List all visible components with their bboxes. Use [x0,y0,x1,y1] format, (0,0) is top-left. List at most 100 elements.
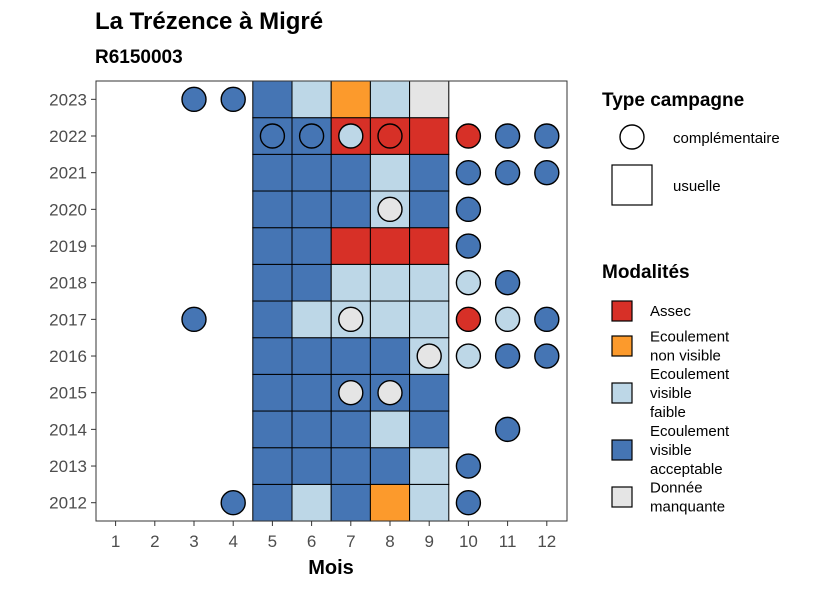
point-2017-10 [455,306,482,333]
heatmap-cell-2019-7 [330,227,371,265]
point-2022-6 [298,123,325,149]
heatmap-cell-2014-5 [252,410,293,449]
point-2023-3 [181,86,207,113]
heatmap-cell-2023-8 [369,80,411,119]
point-2018-11 [494,269,521,296]
heatmap-cell-2013-7 [330,447,371,485]
heatmap-cell-2020-7 [330,190,371,229]
point-2016-11 [494,343,521,369]
point-2018-10 [455,269,482,296]
heatmap-cell-2021-9 [409,153,450,192]
legend-modalites-title: Modalités [602,262,690,283]
x-tick-label: 6 [307,532,316,551]
heatmap-cell-2016-8 [369,337,411,375]
heatmap-cell-2014-9 [409,410,450,449]
y-tick-label: 2021 [49,164,87,183]
point-2017-11 [494,306,521,333]
y-tick-label: 2023 [49,90,87,109]
heatmap-cell-2016-5 [252,337,293,375]
chart-subtitle: R6150003 [95,47,183,68]
x-tick-label: 1 [111,532,120,551]
heatmap-cell-2012-8 [369,483,411,522]
heatmap-cell-2016-6 [291,337,332,375]
heatmap-cell-2021-7 [330,153,371,192]
point-2020-8 [377,196,403,223]
point-2015-7 [338,379,364,406]
legend-type-campagne: Type campagne complémentaire usuelle [602,90,780,206]
point-2012-10 [455,490,482,516]
heatmap-cell-2021-8 [369,153,411,192]
point-2022-12 [534,123,560,149]
x-tick-label: 2 [150,532,159,551]
heatmap-cell-2014-6 [291,410,332,449]
point-2023-4 [220,86,246,113]
point-2022-11 [494,123,521,149]
point-2016-10 [455,343,482,369]
heatmap-cell-2017-5 [252,300,293,339]
heatmap-cell-2019-5 [252,227,293,265]
point-2022-10 [455,123,482,149]
x-tick-label: 8 [385,532,394,551]
legend-key-assec [611,300,633,322]
legend-label-ecoulement_visible_acceptable: Ecoulement visible acceptable [650,423,730,478]
y-tick-label: 2012 [49,494,87,513]
point-2019-10 [455,233,482,259]
heatmap-cell-2023-9 [409,80,450,119]
legend-label-usuelle: usuelle [673,178,721,195]
heatmap-cell-2013-9 [409,447,450,485]
heatmap-cell-2018-7 [330,263,371,302]
legend-label-assec: Assec [650,303,691,320]
point-2016-9 [416,343,442,369]
heatmap-cell-2014-7 [330,410,371,449]
heatmap-cell-2017-6 [291,300,332,339]
heatmap-cell-2013-5 [252,447,293,485]
x-tick-label: 10 [459,532,478,551]
point-2017-3 [181,306,207,333]
heatmap-cell-2018-9 [409,263,450,302]
x-axis-label: Mois [308,557,354,579]
heatmap-cell-2015-6 [291,373,332,412]
point-2015-8 [377,379,403,406]
heatmap-cell-2015-5 [252,373,293,412]
heatmap-cell-2022-9 [409,117,450,155]
heatmap-cell-2016-7 [330,337,371,375]
x-tick-label: 11 [499,532,517,551]
heatmap-cell-2018-6 [291,263,332,302]
heatmap-cell-2018-8 [369,263,411,302]
x-tick-label: 5 [268,532,277,551]
legend-label-donnee_manquante: Donnée manquante [650,480,725,516]
x-axis-ticks: 1 2 3 4 5 6 7 8 9 10 11 12 [111,521,556,551]
legend-label-complementaire: complémentaire [673,130,780,147]
legend-key-complementaire [619,124,645,150]
heatmap-cell-2019-6 [291,227,332,265]
point-2021-10 [455,159,482,186]
point-2021-11 [494,159,521,186]
legend-campagne-title: Type campagne [602,90,744,111]
heatmap-cell-2020-6 [291,190,332,229]
point-2022-8 [377,123,403,149]
heatmap-cell-2023-6 [291,80,332,119]
point-2014-11 [494,416,521,443]
y-tick-label: 2013 [49,457,87,476]
heatmap-cell-2023-7 [330,80,371,119]
heatmap-cell-2023-5 [252,80,293,119]
heatmap-cell-2013-6 [291,447,332,485]
y-tick-label: 2015 [49,384,87,403]
point-2022-7 [338,123,364,149]
heatmap-cell-2018-5 [252,263,293,302]
x-tick-label: 3 [189,532,198,551]
x-tick-label: 9 [424,532,433,551]
legend-key-ecoulement_non_visible [611,335,633,357]
point-2016-12 [534,343,560,369]
complementaire-points [181,86,560,516]
point-2017-12 [534,306,560,333]
heatmap-cell-2020-5 [252,190,293,229]
heatmap-cell-2012-5 [252,483,293,522]
heatmap-cell-2012-9 [409,483,450,522]
y-tick-label: 2022 [49,127,87,146]
heatmap-cell-2012-7 [330,483,371,522]
point-2021-12 [534,159,560,186]
heatmap-cell-2017-9 [409,300,450,339]
heatmap-cell-2012-6 [291,483,332,522]
